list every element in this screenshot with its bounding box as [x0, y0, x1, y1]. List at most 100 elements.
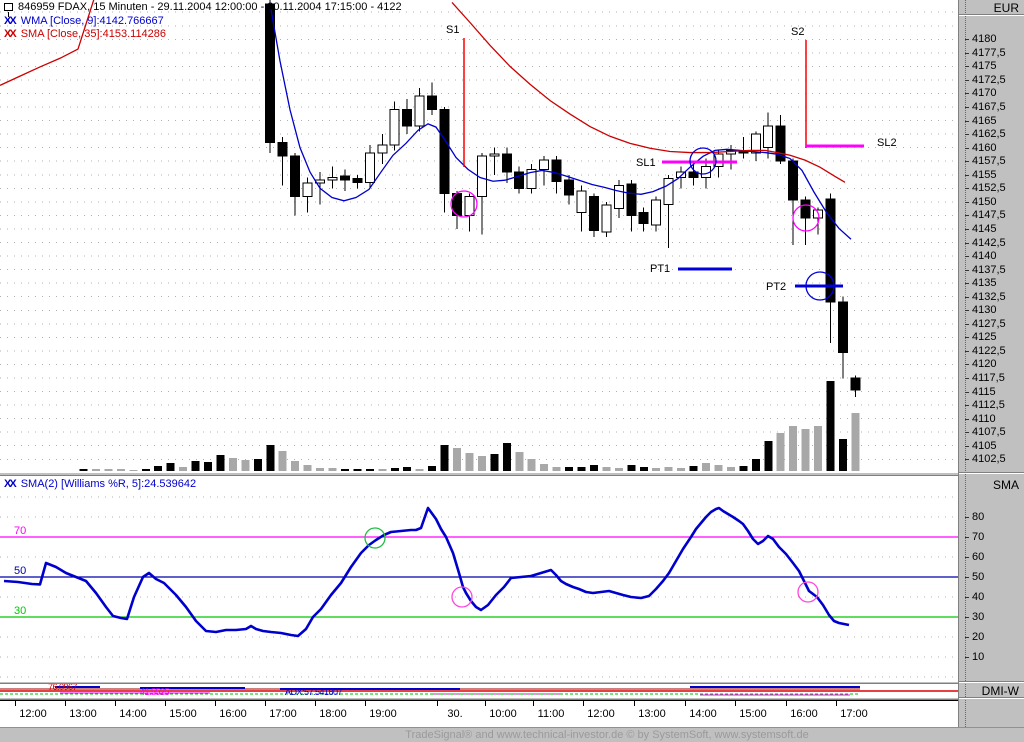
- williams-axis-label: 80: [964, 511, 985, 523]
- candle-down: [501, 153, 512, 173]
- williams-axis-title: SMA: [992, 478, 1019, 492]
- candle-down: [265, 3, 276, 143]
- candle-up: [676, 171, 687, 178]
- williams-panel[interactable]: 70 50 30: [0, 476, 958, 681]
- price-axis-label: 4115: [965, 385, 996, 398]
- volume-bar: [216, 455, 225, 471]
- sma-legend-label: SMA [Close, 35]:4153.114286: [20, 28, 167, 40]
- price-axis-label: 4130: [964, 304, 997, 317]
- candle-up: [651, 199, 662, 226]
- volume-bar: [228, 458, 237, 471]
- main-chart-panel[interactable]: 846959 FDAX, 15 Minuten - 29.11.2004 12:…: [0, 0, 958, 472]
- price-axis-unit-label: EUR: [993, 1, 1019, 15]
- price-axis-label: 4142,5: [965, 236, 1006, 249]
- candle-down: [277, 141, 288, 157]
- volume-bar: [515, 452, 524, 471]
- candle-down: [626, 183, 637, 216]
- threshold-label-50: 50: [14, 565, 26, 577]
- candle-up: [763, 125, 774, 149]
- candle-up: [489, 153, 500, 157]
- volume-bar: [577, 467, 586, 471]
- signal-circle-sl1: [689, 147, 717, 175]
- candle-down: [788, 160, 799, 201]
- candle-down: [837, 301, 848, 354]
- time-axis-tick: [365, 701, 366, 706]
- time-axis-tick: [265, 701, 266, 706]
- volume-bar: [702, 463, 710, 471]
- chart-window-icon[interactable]: [4, 3, 13, 17]
- dmi-panel[interactable]: 76.0967 41.5525 ADX:57.541807: [0, 684, 958, 697]
- volume-bar: [639, 467, 648, 471]
- volume-bar: [316, 468, 325, 471]
- threshold-label-70: 70: [14, 525, 26, 537]
- price-axis-label: 4145: [964, 222, 997, 235]
- price-axis-label: 4150: [964, 195, 997, 208]
- williams-signal-circle: [451, 586, 473, 608]
- volume-bar: [677, 468, 686, 471]
- time-axis-label: 17:00: [269, 708, 297, 720]
- volume-bar: [154, 466, 163, 471]
- candle-down: [439, 109, 450, 195]
- price-axis-label: 4112,5: [965, 399, 1005, 412]
- volume-bar: [253, 459, 262, 471]
- price-axis-label: 4152,5: [965, 182, 1006, 195]
- williams-signal-circle: [364, 527, 386, 549]
- candle-down: [551, 159, 562, 182]
- price-axis-label: 4132,5: [965, 290, 1006, 303]
- sma-legend[interactable]: XX SMA [Close, 35]:4153.114286: [4, 28, 166, 40]
- volume-bar: [278, 451, 287, 471]
- candle-down: [688, 171, 699, 178]
- axis-separator: [959, 14, 1024, 16]
- time-axis-label: 13:00: [638, 708, 666, 720]
- dmi-chart-canvas[interactable]: 76.0967 41.5525 ADX:57.541807: [0, 684, 958, 697]
- volume-bar: [340, 469, 349, 471]
- wma-legend-label: WMA [Close, 9]:4142.766667: [20, 15, 164, 27]
- time-axis-label: 14:00: [119, 708, 147, 720]
- candle-down: [402, 109, 413, 127]
- time-axis-label: 15:00: [169, 708, 197, 720]
- chart-title: 846959 FDAX, 15 Minuten - 29.11.2004 12:…: [18, 1, 402, 13]
- axis-separator: [959, 697, 1024, 699]
- volume-bars: [79, 381, 860, 471]
- price-axis-label: 4162,5: [965, 128, 1006, 141]
- volume-bar: [440, 445, 449, 471]
- candle-down: [638, 212, 649, 225]
- annotation-SL2-label: SL2: [877, 137, 897, 149]
- candle-up: [377, 144, 388, 154]
- candle-up: [713, 153, 724, 168]
- price-axis-label: 4147,5: [965, 209, 1006, 222]
- volume-bar: [540, 464, 549, 471]
- volume-bar: [552, 467, 561, 471]
- time-axis-label: 10:00: [489, 708, 517, 720]
- volume-bar: [502, 443, 511, 471]
- volume-bar: [365, 469, 374, 471]
- williams-chart-canvas[interactable]: 70 50 30: [0, 476, 958, 681]
- price-axis-column[interactable]: EUR SMA DMI-W 4180 4177,5 4175 4172,5 4170 41…: [958, 0, 1024, 727]
- williams-legend[interactable]: XX SMA(2) [Williams %R, 5]:24.539642: [4, 478, 196, 490]
- price-axis-label: 4172,5: [965, 73, 1006, 86]
- annotation-PT2-label: PT2: [766, 281, 786, 293]
- annotation-S1-label: S1: [446, 24, 459, 36]
- time-axis-label: 16:00: [790, 708, 818, 720]
- time-axis-tick: [685, 701, 686, 706]
- time-axis[interactable]: 12:00 13:00 14:00 15:00 16:00 17:00 18:00 19:00…: [0, 700, 958, 727]
- signal-circle-pt2: [805, 271, 835, 301]
- volume-bar: [565, 467, 574, 471]
- time-axis-label: 11:00: [537, 708, 565, 720]
- candle-up: [576, 190, 587, 214]
- candle-up: [601, 204, 612, 233]
- candle-up: [464, 195, 475, 216]
- price-axis-label: 4180: [964, 33, 997, 46]
- dmi-legend-fragment: 76.0967: [48, 684, 78, 692]
- volume-bar: [415, 469, 424, 471]
- time-axis-tick: [634, 701, 635, 706]
- volume-bar: [116, 469, 125, 471]
- candlestick-chart-canvas[interactable]: S1 S2 SL1 SL2 PT1 PT2: [0, 0, 958, 472]
- volume-bar: [589, 465, 598, 471]
- wma-legend[interactable]: XX WMA [Close, 9]:4142.766667: [4, 15, 164, 27]
- panel-splitter-3[interactable]: [0, 697, 958, 700]
- price-axis-label: 4160: [964, 141, 997, 154]
- panel-splitter-1[interactable]: [0, 472, 958, 476]
- panel-splitter-2[interactable]: [0, 681, 958, 684]
